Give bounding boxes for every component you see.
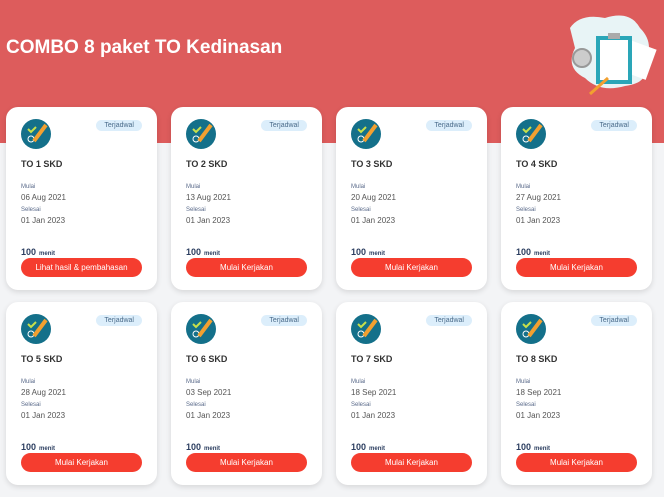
duration-unit: menit <box>534 251 551 257</box>
page-title: COMBO 8 paket TO Kedinasan <box>6 37 283 58</box>
test-pencil-icon <box>186 314 216 344</box>
test-pencil-icon <box>186 119 216 149</box>
start-date: 03 Sep 2021 <box>186 388 232 397</box>
start-date: 27 Aug 2021 <box>516 193 561 202</box>
end-date: 01 Jan 2023 <box>186 216 231 225</box>
duration-unit: menit <box>39 251 56 257</box>
action-button[interactable]: Lihat hasil & pembahasan <box>21 258 142 277</box>
duration: 100 menit <box>21 442 56 452</box>
status-badge: Terjadwal <box>96 315 142 326</box>
status-badge: Terjadwal <box>96 120 142 131</box>
duration: 100 menit <box>351 442 386 452</box>
test-pencil-icon <box>351 119 381 149</box>
action-button[interactable]: Mulai Kerjakan <box>186 258 307 277</box>
test-name: TO 7 SKD <box>351 354 393 364</box>
start-date: 28 Aug 2021 <box>21 388 66 397</box>
duration: 100 menit <box>516 442 551 452</box>
test-name: TO 2 SKD <box>186 159 228 169</box>
end-date: 01 Jan 2023 <box>516 411 561 420</box>
start-label: Mulai <box>351 379 366 385</box>
start-label: Mulai <box>516 184 531 190</box>
start-date: 18 Sep 2021 <box>516 388 562 397</box>
start-label: Mulai <box>516 379 531 385</box>
action-button[interactable]: Mulai Kerjakan <box>516 453 637 472</box>
action-button[interactable]: Mulai Kerjakan <box>351 258 472 277</box>
test-name: TO 3 SKD <box>351 159 393 169</box>
test-name: TO 1 SKD <box>21 159 63 169</box>
test-card: Terjadwal TO 1 SKD Mulai 06 Aug 2021 Sel… <box>6 107 157 290</box>
duration-unit: menit <box>369 251 386 257</box>
duration-unit: menit <box>204 446 221 452</box>
clipboard-illustration-icon <box>570 15 657 96</box>
status-badge: Terjadwal <box>261 315 307 326</box>
test-card: Terjadwal TO 8 SKD Mulai 18 Sep 2021 Sel… <box>501 302 652 485</box>
action-button[interactable]: Mulai Kerjakan <box>516 258 637 277</box>
test-card: Terjadwal TO 6 SKD Mulai 03 Sep 2021 Sel… <box>171 302 322 485</box>
test-card: Terjadwal TO 3 SKD Mulai 20 Aug 2021 Sel… <box>336 107 487 290</box>
action-button[interactable]: Mulai Kerjakan <box>186 453 307 472</box>
end-label: Selesai <box>186 402 206 408</box>
duration-unit: menit <box>534 446 551 452</box>
test-card: Terjadwal TO 5 SKD Mulai 28 Aug 2021 Sel… <box>6 302 157 485</box>
end-date: 01 Jan 2023 <box>351 216 396 225</box>
duration-unit: menit <box>204 251 221 257</box>
test-card: Terjadwal TO 2 SKD Mulai 13 Aug 2021 Sel… <box>171 107 322 290</box>
start-label: Mulai <box>186 184 201 190</box>
duration: 100 menit <box>516 247 551 257</box>
test-name: TO 8 SKD <box>516 354 558 364</box>
test-pencil-icon <box>351 314 381 344</box>
test-pencil-icon <box>516 119 546 149</box>
test-card-grid: Terjadwal TO 1 SKD Mulai 06 Aug 2021 Sel… <box>6 107 652 485</box>
start-label: Mulai <box>351 184 366 190</box>
test-pencil-icon <box>21 314 51 344</box>
end-label: Selesai <box>516 207 536 213</box>
start-label: Mulai <box>21 379 36 385</box>
test-card: Terjadwal TO 4 SKD Mulai 27 Aug 2021 Sel… <box>501 107 652 290</box>
end-date: 01 Jan 2023 <box>516 216 561 225</box>
start-date: 13 Aug 2021 <box>186 193 231 202</box>
end-date: 01 Jan 2023 <box>21 216 66 225</box>
duration: 100 menit <box>186 247 221 257</box>
start-label: Mulai <box>186 379 201 385</box>
end-label: Selesai <box>186 207 206 213</box>
start-date: 20 Aug 2021 <box>351 193 396 202</box>
end-label: Selesai <box>351 207 371 213</box>
end-label: Selesai <box>21 207 41 213</box>
status-badge: Terjadwal <box>426 120 472 131</box>
end-label: Selesai <box>516 402 536 408</box>
test-name: TO 4 SKD <box>516 159 558 169</box>
status-badge: Terjadwal <box>591 315 637 326</box>
end-date: 01 Jan 2023 <box>186 411 231 420</box>
test-name: TO 6 SKD <box>186 354 228 364</box>
status-badge: Terjadwal <box>261 120 307 131</box>
duration: 100 menit <box>351 247 386 257</box>
start-label: Mulai <box>21 184 36 190</box>
test-pencil-icon <box>516 314 546 344</box>
action-button[interactable]: Mulai Kerjakan <box>351 453 472 472</box>
end-date: 01 Jan 2023 <box>21 411 66 420</box>
action-button[interactable]: Mulai Kerjakan <box>21 453 142 472</box>
start-date: 06 Aug 2021 <box>21 193 66 202</box>
test-name: TO 5 SKD <box>21 354 63 364</box>
end-label: Selesai <box>351 402 371 408</box>
test-pencil-icon <box>21 119 51 149</box>
status-badge: Terjadwal <box>426 315 472 326</box>
duration: 100 menit <box>186 442 221 452</box>
status-badge: Terjadwal <box>591 120 637 131</box>
duration-unit: menit <box>369 446 386 452</box>
start-date: 18 Sep 2021 <box>351 388 397 397</box>
end-date: 01 Jan 2023 <box>351 411 396 420</box>
duration: 100 menit <box>21 247 56 257</box>
duration-unit: menit <box>39 446 56 452</box>
end-label: Selesai <box>21 402 41 408</box>
test-card: Terjadwal TO 7 SKD Mulai 18 Sep 2021 Sel… <box>336 302 487 485</box>
